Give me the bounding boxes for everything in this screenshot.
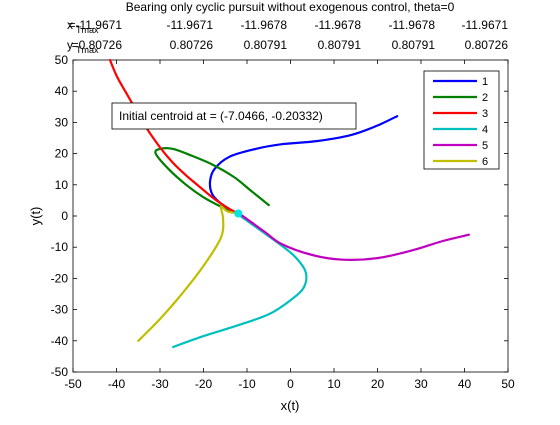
series-line-5	[237, 212, 470, 261]
x-tick-label: -10	[238, 377, 256, 391]
x-tick-label: 40	[458, 377, 472, 391]
series-line-4	[172, 212, 308, 349]
y-tick-label: 0	[61, 209, 68, 223]
header-value: 0.80791	[392, 38, 436, 52]
annotation-frame	[111, 102, 357, 130]
y-tick-label: -50	[51, 365, 69, 379]
header-row-subscript: Tmax	[76, 45, 99, 55]
x-tick-label: 50	[501, 377, 515, 391]
header-rows: x Tmax=-11.9671 -11.9671 -11.9678 -11.9678 -1…	[67, 18, 508, 55]
legend-label-5: 5	[482, 140, 488, 152]
y-tick-label: 10	[55, 178, 69, 192]
y-tick-label: 40	[55, 84, 69, 98]
header-value: =0.80726	[72, 38, 123, 52]
legend-label-4: 4	[482, 124, 488, 136]
header-value: -11.9678	[241, 18, 288, 32]
x-tick-label: 30	[414, 377, 428, 391]
centroid-marker-group	[234, 209, 243, 218]
header-value: -11.9678	[315, 18, 362, 32]
header-row-label: y	[67, 38, 73, 52]
y-tick-label: -10	[51, 240, 69, 254]
series-line-6	[137, 205, 240, 342]
annotation-text: Initial centroid at = (-7.0466, -0.20332…	[119, 109, 323, 123]
legend-label-3: 3	[482, 108, 488, 120]
legend: 1 2 3 4 5 6	[423, 70, 500, 170]
centroid-marker	[234, 209, 243, 218]
annotation-box: Initial centroid at = (-7.0466, -0.20332…	[111, 102, 357, 130]
header-value: -11.9671	[462, 18, 509, 32]
series-line-3	[108, 58, 240, 215]
header-value: -11.9671	[167, 18, 214, 32]
x-tick-label: -20	[195, 377, 213, 391]
x-tick-label: 0	[287, 377, 294, 391]
series-line-2	[154, 147, 270, 215]
y-tick-label: 20	[55, 147, 69, 161]
x-tick-label: -40	[108, 377, 126, 391]
x-tick-label: -50	[64, 377, 82, 391]
series-lines	[108, 58, 470, 349]
chart-title: Bearing only cyclic pursuit without exog…	[126, 0, 455, 14]
header-row-label: x	[67, 18, 73, 32]
legend-label-1: 1	[482, 76, 488, 88]
x-axis-label: x(t)	[281, 398, 300, 413]
axis-ticks: -50 -40 -30 -20 -10 0 10 20 30 40 50-50-40-30-20-1…	[51, 53, 515, 391]
header-value: 0.80791	[244, 38, 288, 52]
header-value: 0.80791	[318, 38, 362, 52]
header-row-subscript: Tmax	[76, 25, 99, 35]
legend-label-6: 6	[482, 156, 488, 168]
x-tick-label: 10	[327, 377, 341, 391]
header-value: 0.80726	[170, 38, 214, 52]
header-value: -11.9678	[389, 18, 436, 32]
header-value: =-11.9671	[69, 18, 123, 32]
y-tick-label: -30	[51, 303, 69, 317]
y-tick-label: 50	[55, 53, 69, 67]
x-tick-label: -30	[151, 377, 169, 391]
y-tick-label: -40	[51, 334, 69, 348]
y-tick-label: -20	[51, 271, 69, 285]
x-tick-label: 20	[371, 377, 385, 391]
y-tick-label: 30	[55, 115, 69, 129]
header-value: 0.80726	[465, 38, 509, 52]
y-axis-label: y(t)	[28, 207, 43, 226]
legend-label-2: 2	[482, 92, 488, 104]
legend-frame	[423, 70, 500, 170]
